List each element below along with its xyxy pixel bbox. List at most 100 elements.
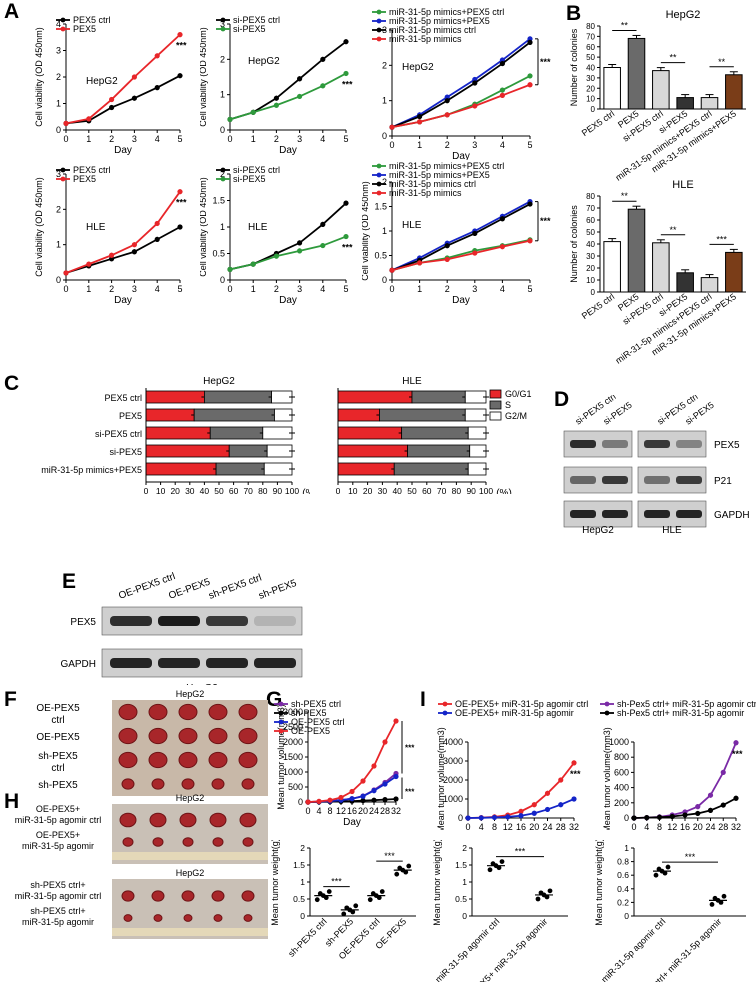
- tumor: [121, 890, 135, 902]
- chart-title: HepG2: [666, 9, 701, 21]
- data-point: [544, 806, 551, 813]
- photo-row-label: miR-31-5p agomir: [22, 841, 94, 851]
- y-tick-label: 0: [382, 275, 387, 285]
- data-point: [131, 95, 137, 101]
- data-point: [367, 897, 373, 903]
- data-point: [472, 250, 478, 256]
- blot-band: [158, 616, 200, 626]
- x-tick-label: 1: [251, 134, 256, 144]
- x-tick-label: 2: [109, 134, 114, 144]
- bar: [676, 272, 694, 293]
- x-tick-label: 4: [155, 134, 160, 144]
- data-point: [721, 893, 727, 899]
- data-point: [314, 897, 320, 903]
- legend-marker: [376, 163, 382, 169]
- blot-band: [676, 510, 702, 518]
- data-point: [371, 797, 377, 803]
- significance-label: **: [669, 225, 677, 235]
- x-tick-label: 20: [529, 822, 539, 830]
- y-tick-label: 2500: [283, 722, 303, 732]
- stacked-bar-segment: [379, 408, 466, 422]
- significance-label: ***: [732, 749, 743, 759]
- tumor: [242, 837, 254, 847]
- x-tick-label: 10: [156, 486, 166, 494]
- significance-label: ***: [685, 852, 696, 862]
- y-tick-label: 1: [382, 226, 387, 236]
- x-tick-label: 5: [343, 284, 348, 294]
- y-tick-label: 3000: [283, 707, 303, 717]
- y-tick-label: 2: [300, 843, 305, 853]
- data-point: [665, 864, 671, 870]
- tumor: [148, 751, 168, 769]
- x-tick-label: 5: [527, 140, 532, 150]
- x-tick-label: 30: [185, 486, 195, 494]
- legend-label: S: [505, 400, 511, 410]
- series-line: [229, 40, 347, 121]
- data-point: [531, 802, 537, 808]
- bar: [725, 251, 743, 293]
- data-point: [177, 224, 183, 230]
- chart-a-hepg2-pex5: 0 1 2 3 4 5 0 1 2 3 4 Day Cell viability (OD 450nm) P…: [34, 15, 187, 156]
- x-axis-label: Day: [279, 295, 297, 306]
- significance-label: ***: [405, 787, 415, 796]
- y-axis-label: Cell viability (OD 450nm): [34, 27, 44, 127]
- legend-marker: [376, 36, 382, 42]
- x-tick-label: 24: [542, 822, 552, 830]
- data-point: [320, 242, 326, 249]
- series-line: [229, 202, 347, 271]
- stacked-bar-segment: [464, 390, 487, 404]
- data-point: [382, 781, 388, 787]
- y-axis-label: Cell viability (OD 450nm): [34, 177, 44, 277]
- y-tick-label: 0.4: [617, 884, 629, 894]
- data-point: [350, 909, 356, 915]
- cell-line-label: HLE: [402, 220, 422, 231]
- x-tick-label: 20: [693, 822, 703, 830]
- legend-label: OE-PEX5+ miR-31-5p agomir: [455, 708, 574, 718]
- x-tick-label: 60: [422, 486, 432, 494]
- cell-line-label: HLE: [86, 222, 106, 233]
- x-tick-label: 4: [320, 134, 325, 144]
- y-tick-label: 3000: [443, 756, 463, 766]
- data-point: [662, 870, 668, 876]
- x-tick-label: 100: [285, 486, 299, 494]
- x-tick-label: 12: [336, 806, 346, 816]
- tumor: [119, 812, 137, 828]
- data-point: [376, 895, 382, 901]
- legend-marker: [60, 26, 66, 32]
- y-tick-label: 1: [624, 843, 629, 853]
- legend-label: G2/M: [505, 411, 527, 421]
- data-point: [154, 85, 160, 91]
- blot-row-label: GAPDH: [60, 659, 96, 670]
- data-point: [499, 92, 505, 98]
- legend-label: miR-31-5p mimics ctrl: [389, 25, 476, 35]
- stacked-bar-segment: [337, 462, 395, 476]
- data-point: [472, 80, 478, 86]
- legend-swatch: [489, 400, 502, 410]
- y-tick-label: 2: [462, 843, 467, 853]
- x-tick-label: 3: [132, 284, 137, 294]
- data-point: [393, 718, 399, 724]
- x-tick-label: 1: [417, 140, 422, 150]
- blot-row-label: PEX5: [70, 617, 96, 628]
- x-tick-label: 1: [417, 284, 422, 294]
- significance-label: ***: [342, 79, 353, 89]
- data-point: [718, 900, 724, 905]
- data-point: [360, 778, 366, 784]
- tumor: [123, 914, 133, 922]
- blot-band: [206, 658, 248, 668]
- data-point: [63, 120, 69, 126]
- significance-label: ***: [176, 198, 187, 208]
- x-tick-label: 28: [718, 822, 728, 830]
- data-point: [273, 102, 279, 108]
- x-tick-label: 3: [297, 134, 302, 144]
- data-point: [417, 260, 423, 266]
- data-point: [631, 815, 637, 821]
- tumor: [208, 703, 228, 721]
- y-tick-label: 3: [220, 19, 225, 29]
- data-point: [389, 267, 395, 273]
- photo-row-label: sh-PEX5: [38, 751, 78, 762]
- y-tick-label: 20: [586, 84, 595, 93]
